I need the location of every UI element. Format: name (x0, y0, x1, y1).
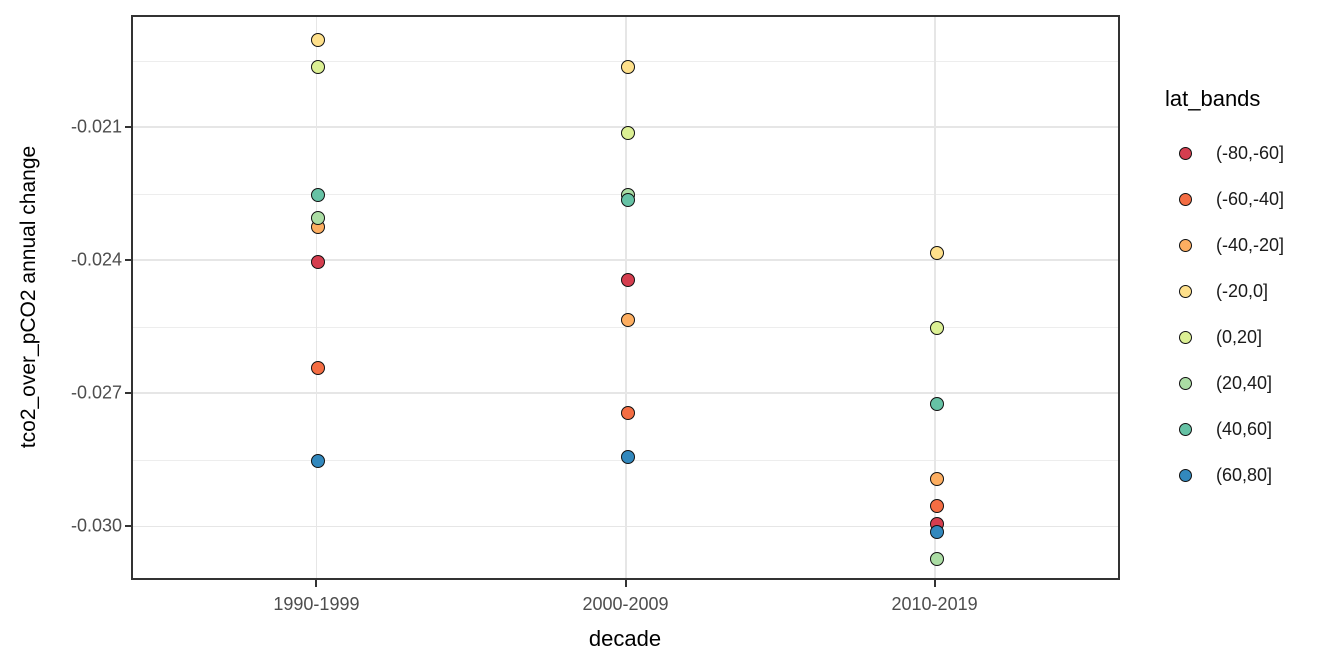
data-point-(-80,-60]-2000-2009 (620, 272, 635, 287)
category-gridline (934, 17, 936, 578)
data-point-(60,80]-2010-2019 (929, 525, 944, 540)
data-point-(-60,-40]-2010-2019 (929, 498, 944, 513)
data-point-(20,40]-2010-2019 (929, 552, 944, 567)
legend-item-label: (40,60] (1216, 418, 1273, 439)
data-point-(-60,-40]-2000-2009 (620, 405, 635, 420)
data-point-(-20,0]-2010-2019 (929, 246, 944, 261)
y-tick-label: -0.030 (70, 515, 122, 536)
data-point-(-20,0]-2000-2009 (620, 59, 635, 74)
legend-item: (20,40] (1163, 360, 1341, 406)
category-gridline (625, 17, 627, 578)
legend-key-circle (1179, 376, 1192, 390)
data-point-(40,60]-2000-2009 (620, 192, 635, 207)
data-point-(-40,-20]-2010-2019 (929, 472, 944, 487)
data-point-(-20,0]-1990-1999 (311, 33, 326, 48)
x-tick-label: 2000-2009 (582, 594, 669, 614)
legend-key-circle (1179, 238, 1192, 252)
data-point-(0,20]-2000-2009 (620, 126, 635, 141)
legend-key-circle (1179, 284, 1192, 298)
data-point-(-80,-60]-1990-1999 (311, 254, 326, 269)
plot-panel (131, 15, 1120, 580)
legend-item: (-20,0] (1163, 268, 1341, 314)
data-point-(0,20]-2010-2019 (929, 321, 944, 336)
legend-item: (60,80] (1163, 452, 1341, 498)
x-tick-mark (624, 580, 627, 587)
legend-items: (-80,-60] (-60,-40] (-40,-20] (-20,0] (0,20]… (1163, 130, 1341, 498)
legend-item: (40,60] (1163, 406, 1341, 452)
legend-title: lat_bands (1165, 86, 1261, 111)
x-axis-title: decade (588, 626, 662, 651)
data-point-(20,40]-1990-1999 (311, 210, 326, 225)
legend-key-circle (1179, 192, 1192, 206)
legend-item-label: (-40,-20] (1216, 234, 1285, 255)
legend-item-label: (-80,-60] (1216, 142, 1285, 163)
x-tick-mark (315, 580, 318, 587)
legend-item-label: (-20,0] (1216, 280, 1269, 301)
data-point-(60,80]-2000-2009 (620, 450, 635, 465)
legend-key-circle (1179, 146, 1192, 160)
y-tick-label: -0.021 (70, 116, 122, 137)
legend-item-label: (-60,-40] (1216, 188, 1285, 209)
x-tick-label: 1990-1999 (273, 594, 360, 614)
data-point-(60,80]-1990-1999 (311, 454, 326, 469)
legend-key-circle (1179, 330, 1192, 344)
legend-item: (0,20] (1163, 314, 1341, 360)
y-tick-mark (125, 391, 131, 394)
legend-item-label: (60,80] (1216, 464, 1273, 485)
legend-item: (-60,-40] (1163, 176, 1341, 222)
y-tick-mark (125, 125, 131, 128)
legend-item-label: (20,40] (1216, 372, 1273, 393)
y-tick-mark (125, 525, 131, 527)
y-tick-mark (125, 258, 131, 261)
data-point-(-60,-40]-1990-1999 (311, 361, 326, 376)
y-tick-label: -0.027 (70, 382, 122, 403)
legend: lat_bands (-80,-60] (-60,-40] (-40,-20] (-2… (1163, 86, 1341, 498)
x-tick-mark (933, 580, 936, 587)
legend-item: (-40,-20] (1163, 222, 1341, 268)
category-gridline (315, 17, 318, 578)
data-point-(40,60]-1990-1999 (311, 188, 326, 203)
legend-item-label: (0,20] (1216, 326, 1263, 347)
legend-key-circle (1179, 422, 1192, 436)
data-point-(40,60]-2010-2019 (929, 396, 944, 411)
y-axis-title: tco2_over_pCO2 annual change (17, 145, 40, 449)
legend-item: (-80,-60] (1163, 130, 1341, 176)
legend-key-circle (1179, 468, 1192, 482)
x-tick-label: 2010-2019 (891, 594, 978, 614)
data-point-(0,20]-1990-1999 (311, 59, 326, 74)
data-point-(-40,-20]-2000-2009 (620, 312, 635, 327)
y-tick-label: -0.024 (70, 249, 122, 270)
